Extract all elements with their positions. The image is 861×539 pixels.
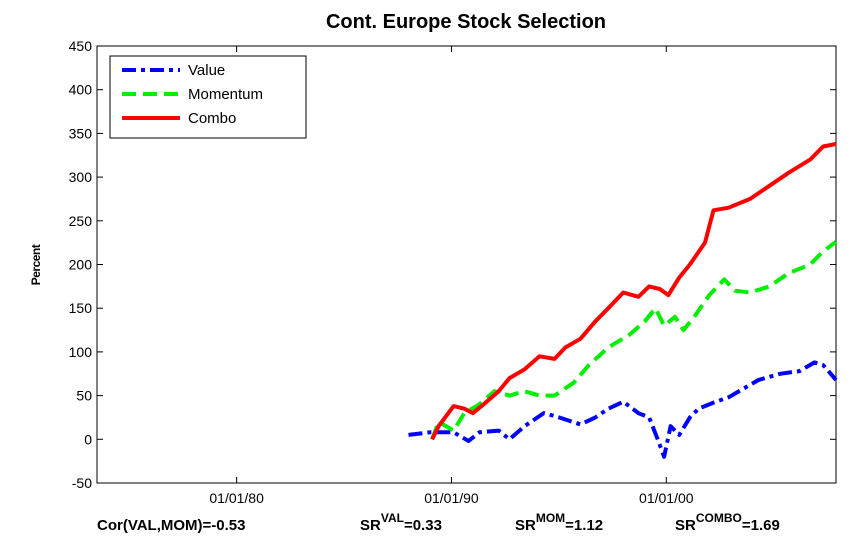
y-tick-label: 50 — [76, 388, 92, 404]
chart-title: Cont. Europe Stock Selection — [326, 11, 606, 33]
y-tick-label: 250 — [69, 213, 93, 229]
footer-rest: =1.69 — [742, 517, 780, 534]
series-line — [408, 360, 838, 459]
series-line — [430, 240, 838, 440]
legend-label: Momentum — [188, 86, 263, 103]
footer-base: SR — [360, 517, 381, 534]
x-tick-label: 01/01/90 — [424, 490, 479, 506]
footer-rest: =0.33 — [404, 517, 442, 534]
footer-sup: COMBO — [696, 511, 742, 525]
y-axis-label: Percent — [29, 244, 43, 285]
y-tick-label: 200 — [69, 257, 93, 273]
footer-sup: MOM — [536, 511, 565, 525]
footer-rest: =1.12 — [565, 517, 603, 534]
y-tick-label: 300 — [69, 169, 93, 185]
legend-label: Combo — [188, 110, 236, 127]
y-tick-label: 450 — [69, 38, 93, 54]
legend-label: Value — [188, 62, 225, 79]
footer-base: SR — [675, 517, 696, 534]
footer-base: Cor(VAL,MOM)=-0.53 — [97, 517, 245, 534]
footer-stat: Cor(VAL,MOM)=-0.53 — [97, 517, 245, 534]
footer-sup: VAL — [381, 511, 404, 525]
y-tick-label: 100 — [69, 344, 93, 360]
footer-stat: SRMOM=1.12 — [515, 511, 603, 534]
y-tick-label: 0 — [84, 431, 92, 447]
y-tick-label: 150 — [69, 300, 93, 316]
series-line — [430, 141, 837, 441]
footer-base: SR — [515, 517, 536, 534]
x-tick-label: 01/01/80 — [209, 490, 264, 506]
y-tick-label: 400 — [69, 82, 93, 98]
y-tick-label: -50 — [72, 475, 92, 491]
y-tick-label: 350 — [69, 125, 93, 141]
footer-stat: SRCOMBO=1.69 — [675, 511, 780, 534]
footer-stat: SRVAL=0.33 — [360, 511, 442, 534]
x-tick-label: 01/01/00 — [639, 490, 694, 506]
